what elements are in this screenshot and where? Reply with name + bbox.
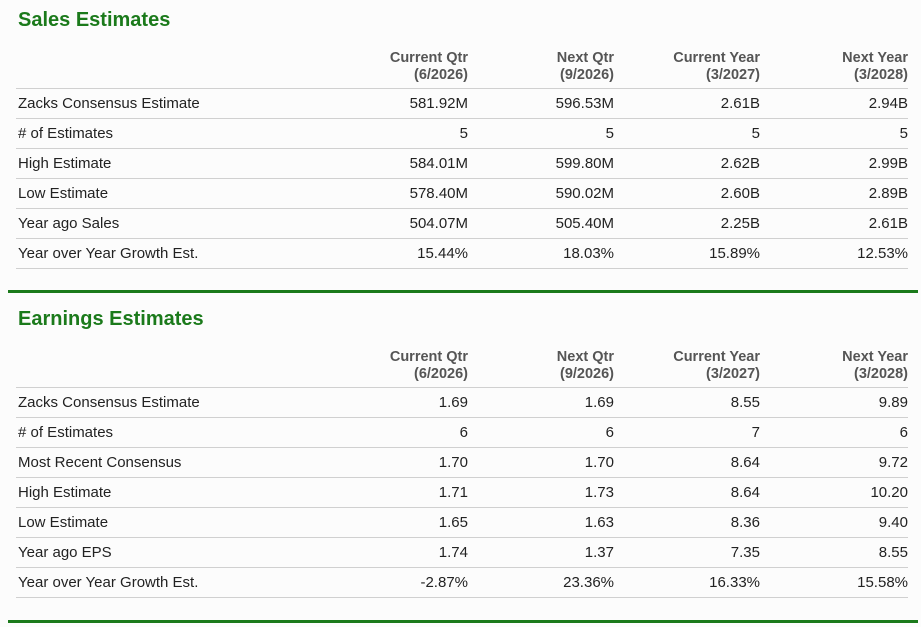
cell-value: 1.70 <box>468 447 614 478</box>
cell-value: 2.61B <box>614 88 760 119</box>
cell-value: 1.71 <box>346 477 468 508</box>
section-divider <box>8 290 918 293</box>
cell-value: 1.69 <box>346 387 468 418</box>
table-row: High Estimate 1.71 1.73 8.64 10.20 <box>16 477 908 508</box>
sales-header-next-year: Next Year (3/2028) <box>760 50 908 89</box>
cell-value: 505.40M <box>468 208 614 239</box>
row-label: Low Estimate <box>16 507 346 538</box>
cell-value: 1.63 <box>468 507 614 538</box>
cell-value: 12.53% <box>760 238 908 269</box>
row-label: Year ago Sales <box>16 208 346 239</box>
earnings-header-next-year: Next Year (3/2028) <box>760 349 908 388</box>
earnings-header-label <box>16 349 346 388</box>
cell-value: 5 <box>346 118 468 149</box>
cell-value: 8.64 <box>614 447 760 478</box>
sales-header-current-year: Current Year (3/2027) <box>614 50 760 89</box>
table-row: Year ago Sales 504.07M 505.40M 2.25B 2.61B <box>16 208 908 239</box>
cell-value: 2.62B <box>614 148 760 179</box>
earnings-estimates-title: Earnings Estimates <box>18 308 204 330</box>
cell-value: 9.89 <box>760 387 908 418</box>
earnings-header-current-year: Current Year (3/2027) <box>614 349 760 388</box>
earnings-header-current-qtr: Current Qtr (6/2026) <box>346 349 468 388</box>
cell-value: 8.64 <box>614 477 760 508</box>
table-row: Zacks Consensus Estimate 1.69 1.69 8.55 9.89 <box>16 387 908 418</box>
cell-value: 504.07M <box>346 208 468 239</box>
cell-value: 599.80M <box>468 148 614 179</box>
table-row: Year over Year Growth Est. 15.44% 18.03% 15… <box>16 238 908 269</box>
table-row: # of Estimates 5 5 5 5 <box>16 118 908 149</box>
cell-value: 5 <box>760 118 908 149</box>
cell-value: 581.92M <box>346 88 468 119</box>
cell-value: 590.02M <box>468 178 614 209</box>
sales-header-row: Current Qtr (6/2026) Next Qtr (9/2026) Cur… <box>16 50 908 89</box>
cell-value: 18.03% <box>468 238 614 269</box>
cell-value: 23.36% <box>468 567 614 598</box>
row-label: Low Estimate <box>16 178 346 209</box>
cell-value: 2.99B <box>760 148 908 179</box>
cell-value: 8.55 <box>614 387 760 418</box>
cell-value: 1.70 <box>346 447 468 478</box>
earnings-header-row: Current Qtr (6/2026) Next Qtr (9/2026) Cur… <box>16 349 908 388</box>
earnings-header-next-qtr: Next Qtr (9/2026) <box>468 349 614 388</box>
row-label: Year over Year Growth Est. <box>16 567 346 598</box>
cell-value: 2.60B <box>614 178 760 209</box>
cell-value: 1.65 <box>346 507 468 538</box>
row-label: High Estimate <box>16 477 346 508</box>
row-label: # of Estimates <box>16 118 346 149</box>
table-row: # of Estimates 6 6 7 6 <box>16 417 908 448</box>
cell-value: 578.40M <box>346 178 468 209</box>
table-row: High Estimate 584.01M 599.80M 2.62B 2.99B <box>16 148 908 179</box>
cell-value: 1.69 <box>468 387 614 418</box>
cell-value: 8.36 <box>614 507 760 538</box>
table-row: Year ago EPS 1.74 1.37 7.35 8.55 <box>16 537 908 568</box>
cell-value: 5 <box>614 118 760 149</box>
table-row: Low Estimate 1.65 1.63 8.36 9.40 <box>16 507 908 538</box>
row-label: Zacks Consensus Estimate <box>16 88 346 119</box>
table-row: Year over Year Growth Est. -2.87% 23.36% 16… <box>16 567 908 598</box>
earnings-estimates-table: Current Qtr (6/2026) Next Qtr (9/2026) Cur… <box>16 349 908 598</box>
row-label: Zacks Consensus Estimate <box>16 387 346 418</box>
cell-value: 2.25B <box>614 208 760 239</box>
section-divider-bottom <box>8 620 918 623</box>
cell-value: 7.35 <box>614 537 760 568</box>
cell-value: 7 <box>614 417 760 448</box>
cell-value: 9.40 <box>760 507 908 538</box>
cell-value: 1.37 <box>468 537 614 568</box>
cell-value: 15.44% <box>346 238 468 269</box>
cell-value: 6 <box>468 417 614 448</box>
row-label: Most Recent Consensus <box>16 447 346 478</box>
cell-value: 2.94B <box>760 88 908 119</box>
cell-value: 584.01M <box>346 148 468 179</box>
table-row: Zacks Consensus Estimate 581.92M 596.53M 2.… <box>16 88 908 119</box>
row-label: Year ago EPS <box>16 537 346 568</box>
sales-estimates-table: Current Qtr (6/2026) Next Qtr (9/2026) Cur… <box>16 50 908 269</box>
cell-value: 16.33% <box>614 567 760 598</box>
cell-value: 1.73 <box>468 477 614 508</box>
row-label: # of Estimates <box>16 417 346 448</box>
cell-value: 5 <box>468 118 614 149</box>
row-label: Year over Year Growth Est. <box>16 238 346 269</box>
cell-value: 2.89B <box>760 178 908 209</box>
cell-value: 15.58% <box>760 567 908 598</box>
cell-value: 6 <box>760 417 908 448</box>
cell-value: -2.87% <box>346 567 468 598</box>
table-row: Low Estimate 578.40M 590.02M 2.60B 2.89B <box>16 178 908 209</box>
table-row: Most Recent Consensus 1.70 1.70 8.64 9.72 <box>16 447 908 478</box>
sales-header-label <box>16 50 346 89</box>
sales-estimates-title: Sales Estimates <box>18 9 171 31</box>
cell-value: 10.20 <box>760 477 908 508</box>
cell-value: 1.74 <box>346 537 468 568</box>
cell-value: 8.55 <box>760 537 908 568</box>
cell-value: 6 <box>346 417 468 448</box>
sales-header-current-qtr: Current Qtr (6/2026) <box>346 50 468 89</box>
cell-value: 9.72 <box>760 447 908 478</box>
cell-value: 15.89% <box>614 238 760 269</box>
sales-header-next-qtr: Next Qtr (9/2026) <box>468 50 614 89</box>
cell-value: 596.53M <box>468 88 614 119</box>
cell-value: 2.61B <box>760 208 908 239</box>
row-label: High Estimate <box>16 148 346 179</box>
